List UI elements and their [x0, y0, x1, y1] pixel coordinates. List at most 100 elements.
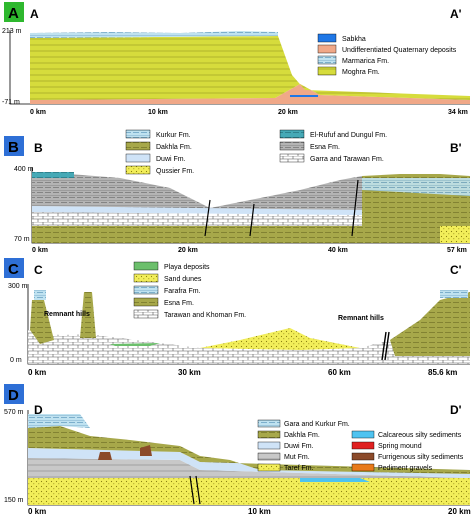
legend-swatch-moghra — [317, 66, 337, 76]
legend-swatch-qussier — [125, 165, 151, 175]
legend-swatch-tarawan — [133, 309, 159, 319]
legend-swatch-pediment — [351, 463, 375, 472]
legend-label-quaternary: Undifferentiated Quaternary deposits — [342, 47, 457, 54]
legend-swatch-garra — [279, 153, 305, 163]
panel-d-xtick-2: 20 km — [448, 507, 471, 516]
legend-label-gara: Gara and Kurkur Fm. — [284, 421, 350, 428]
panel-c-xtick-3: 85.6 km — [428, 368, 457, 377]
panel-b-xtick-0: 0 km — [32, 247, 48, 254]
panel-a-badge — [4, 2, 24, 22]
panel-c-xtick-1: 30 km — [178, 368, 201, 377]
section-c-start: C — [34, 263, 43, 277]
legend-swatch-duwi-d — [257, 441, 281, 450]
legend-swatch-playa — [133, 261, 159, 271]
panel-b-ybottom: 70 m — [14, 236, 30, 243]
legend-swatch-calcareous — [351, 430, 375, 439]
panel-c-legend: Playa deposits Sand dunes Farafra Fm. Es… — [133, 261, 246, 319]
section-b-end: B' — [450, 141, 462, 155]
legend-label-playa: Playa deposits — [164, 264, 210, 271]
panel-d-letter: D — [8, 387, 19, 404]
legend-swatch-quaternary — [317, 44, 337, 54]
panel-a-xtick-0: 0 km — [30, 109, 46, 116]
legend-label-garra: Garra and Tarawan Fm. — [310, 156, 384, 163]
panel-c-xtick-2: 60 km — [328, 368, 351, 377]
panel-d-badge — [4, 384, 24, 404]
panel-d-ybottom: 150 m — [4, 497, 24, 504]
legend-swatch-duwi — [125, 153, 151, 163]
panel-a-xtick-1: 10 km — [148, 109, 168, 116]
panel-b-ytop: 400 m — [14, 166, 34, 173]
legend-label-dakhla: Dakhla Fm. — [156, 144, 192, 151]
legend-label-dunes: Sand dunes — [164, 276, 202, 283]
panel-a-xtick-2: 20 km — [278, 109, 298, 116]
legend-label-sabkha: Sabkha — [342, 36, 366, 43]
legend-label-esna: Esna Fm. — [310, 144, 340, 151]
legend-label-pediment: Pediment gravels — [378, 465, 433, 472]
legend-swatch-kurkur — [125, 129, 151, 139]
panel-b-badge — [4, 136, 24, 156]
panel-a-letter: A — [8, 5, 19, 22]
legend-swatch-farafra — [133, 285, 159, 295]
legend-label-dakhla-d: Dakhla Fm. — [284, 432, 320, 439]
section-d-start: D — [34, 403, 43, 417]
panel-a: A A A' 213 m -71 m 0 km 10 km 20 km 34 k… — [2, 2, 470, 116]
legend-label-marmarica: Marmarica Fm. — [342, 58, 389, 65]
legend-label-duwi: Duwi Fm. — [156, 156, 186, 163]
legend-label-tarawan: Tarawan and Khoman Fm. — [164, 312, 246, 319]
panel-c-ytop: 300 m — [8, 283, 28, 290]
panel-d-legend: Gara and Kurkur Fm. Dakhla Fm. Duwi Fm. … — [257, 419, 464, 472]
legend-swatch-esna — [279, 141, 305, 151]
panel-c-xtick-0: 0 km — [28, 368, 46, 377]
panel-a-ybottom: -71 m — [2, 99, 20, 106]
legend-swatch-dakhla-d — [257, 430, 281, 439]
legend-swatch-dakhla — [125, 141, 151, 151]
panel-a-ytop: 213 m — [2, 28, 22, 35]
legend-label-calcareous: Calcareous silty sediments — [378, 432, 462, 439]
legend-swatch-mut — [257, 452, 281, 461]
panel-b-xtick-1: 20 km — [178, 247, 198, 254]
legend-label-duwi-d: Duwi Fm. — [284, 443, 314, 450]
legend-swatch-dunes — [133, 273, 159, 283]
section-a-end: A' — [450, 7, 462, 21]
legend-swatch-rufuf — [279, 129, 305, 139]
legend-label-furrigenous: Furrigenous silty sediments — [378, 454, 464, 461]
legend-label-esna-c: Esna Fm. — [164, 300, 194, 307]
panel-b: B B B' 400 m 70 m 0 km 20 km 40 km 57 km… — [4, 129, 470, 254]
section-c-end: C' — [450, 263, 462, 277]
legend-swatch-sabkha — [317, 33, 337, 43]
legend-label-farafra: Farafra Fm. — [164, 288, 201, 295]
panel-a-xtick-3: 34 km — [448, 109, 468, 116]
legend-label-rufuf: El-Rufuf and Dungul Fm. — [310, 132, 387, 139]
legend-label-taref: Taref Fm. — [284, 465, 314, 472]
panel-b-xtick-2: 40 km — [328, 247, 348, 254]
panel-c-badge — [4, 258, 24, 278]
panel-d-xtick-1: 10 km — [248, 507, 271, 516]
legend-label-moghra: Moghra Fm. — [342, 69, 380, 76]
section-b-start: B — [34, 141, 43, 155]
section-a-start: A — [30, 7, 39, 21]
legend-label-qussier: Qussier Fm. — [156, 168, 194, 175]
panel-c: C C C' 300 m 0 m Remnant hills Remnant h… — [4, 258, 470, 377]
panel-c-ybottom: 0 m — [10, 357, 22, 364]
legend-label-mut: Mut Fm. — [284, 454, 310, 461]
legend-label-kurkur: Kurkur Fm. — [156, 132, 191, 139]
legend-swatch-gara — [257, 419, 281, 428]
panel-c-annotation-1: Remnant hills — [44, 311, 90, 318]
section-d-end: D' — [450, 403, 462, 417]
panel-b-xtick-3: 57 km — [447, 247, 467, 254]
panel-a-legend: Sabkha Undifferentiated Quaternary depos… — [317, 33, 457, 76]
panel-c-annotation-2: Remnant hills — [338, 315, 384, 322]
legend-swatch-spring — [351, 441, 375, 450]
panel-b-legend: Kurkur Fm. Dakhla Fm. Duwi Fm. Qussier F… — [125, 129, 387, 175]
panel-b-letter: B — [8, 139, 19, 156]
legend-label-spring: Spring mound — [378, 443, 422, 450]
panel-d-ytop: 570 m — [4, 409, 24, 416]
legend-swatch-marmarica — [317, 55, 337, 65]
panel-d: D D D' 570 m 150 m 0 km 10 km 20 km Gara… — [4, 384, 471, 516]
legend-swatch-esna-c — [133, 297, 159, 307]
legend-swatch-taref — [257, 463, 281, 472]
panel-d-xtick-0: 0 km — [28, 507, 46, 516]
legend-swatch-furrigenous — [351, 452, 375, 461]
panel-c-letter: C — [8, 261, 19, 278]
